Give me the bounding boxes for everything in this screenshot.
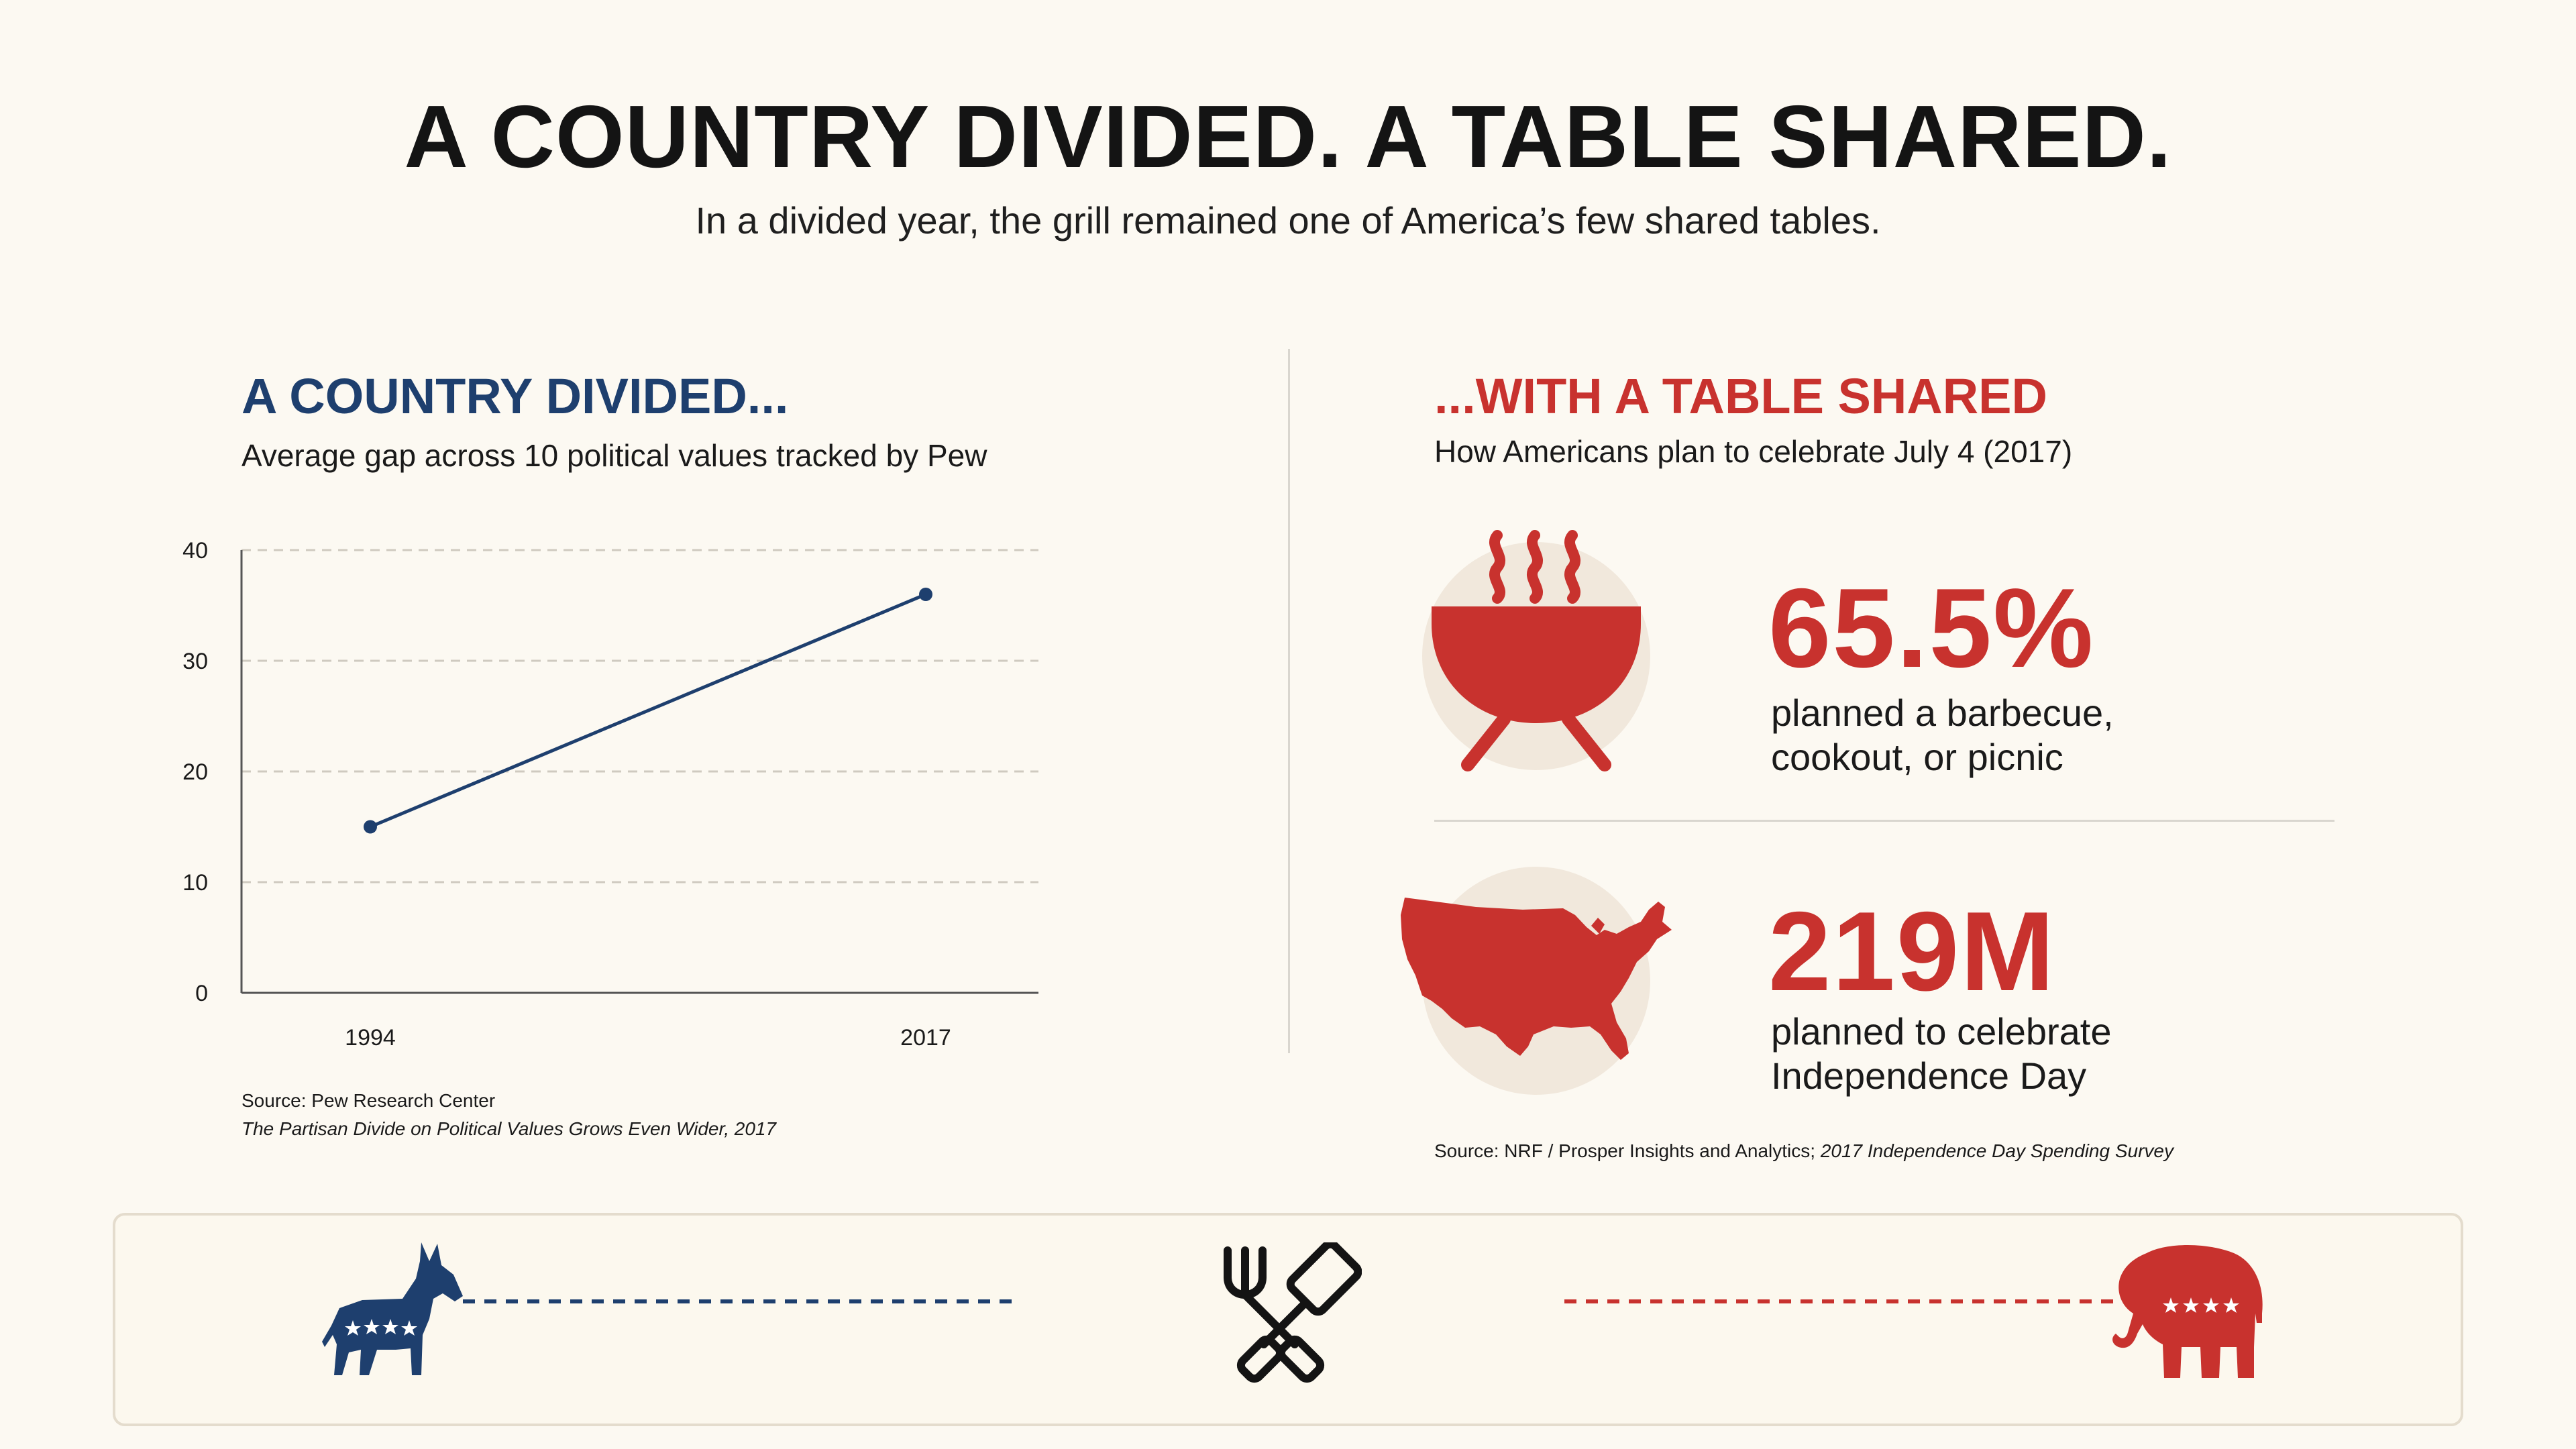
usa-map-icon (1401, 898, 1672, 1060)
horizontal-divider (1434, 820, 2334, 822)
stat-celebrate-label-line1: planned to celebrate (1771, 1010, 2112, 1053)
y-tick-label: 40 (182, 538, 208, 564)
data-point (364, 820, 377, 834)
x-tick-label: 1994 (345, 1025, 396, 1051)
right-section-title: ...WITH A TABLE SHARED (1434, 368, 2047, 424)
left-section-title: A COUNTRY DIVIDED... (241, 368, 789, 424)
left-source-line2: The Partisan Divide on Political Values … (241, 1118, 777, 1139)
stat-celebrate-value: 219M (1768, 888, 2056, 1014)
series-line (370, 592, 926, 828)
right-source-prefix: Source: NRF / Prosper Insights and Analy… (1434, 1140, 1821, 1161)
elephant-icon (2112, 1245, 2263, 1378)
y-tick-label: 10 (182, 870, 208, 896)
left-section-subtitle: Average gap across 10 political values t… (241, 438, 987, 473)
page-subtitle: In a divided year, the grill remained on… (695, 199, 1881, 241)
stat-barbecue-label-line2: cookout, or picnic (1771, 736, 2063, 778)
grill-icon (1432, 530, 1641, 771)
grill-tools-icon (1224, 1242, 1362, 1383)
democrat-dashed-line (463, 1299, 1013, 1303)
right-source: Source: NRF / Prosper Insights and Analy… (1434, 1140, 2174, 1162)
y-tick-label: 20 (182, 759, 208, 785)
line-chart: 0 10 20 30 40 1994 2017 (182, 538, 1038, 1051)
y-tick-label: 30 (182, 649, 208, 674)
stat-barbecue-label: planned a barbecue, cookout, or picnic (1771, 691, 2114, 780)
stat-celebrate-label-line2: Independence Day (1771, 1055, 2087, 1097)
stat-celebrate-label: planned to celebrate Independence Day (1771, 1010, 2112, 1098)
data-point (919, 588, 932, 601)
left-source: Source: Pew Research Center The Partisan… (241, 1087, 776, 1143)
right-section-subtitle: How Americans plan to celebrate July 4 (… (1434, 434, 2073, 469)
stat-barbecue-value: 65.5% (1768, 565, 2095, 691)
right-source-title: 2017 Independence Day Spending Survey (1820, 1140, 2174, 1161)
vertical-divider (1288, 349, 1290, 1053)
stat-barbecue-label-line1: planned a barbecue, (1771, 692, 2114, 734)
republican-dashed-line (1564, 1299, 2114, 1303)
donkey-icon (322, 1242, 463, 1375)
left-source-line1: Source: Pew Research Center (241, 1090, 496, 1111)
y-tick-label: 0 (195, 981, 208, 1006)
x-tick-label: 2017 (900, 1025, 951, 1051)
page-title: A COUNTRY DIVIDED. A TABLE SHARED. (404, 87, 2172, 186)
